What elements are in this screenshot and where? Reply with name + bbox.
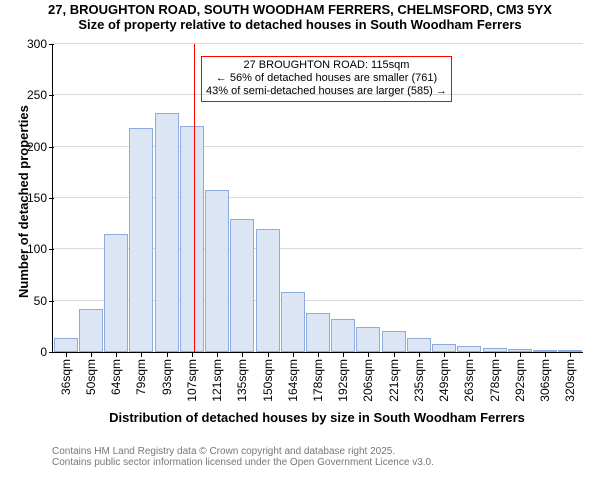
page-title-line1: 27, BROUGHTON ROAD, SOUTH WOODHAM FERRER… (0, 2, 600, 17)
x-tick: 206sqm (359, 359, 375, 402)
histogram-chart: 05010015020025030027 BROUGHTON ROAD: 115… (52, 44, 582, 424)
histogram-bar (382, 331, 406, 352)
x-tick: 121sqm (208, 359, 224, 402)
x-tick-mark (394, 352, 395, 357)
x-tick: 192sqm (334, 359, 350, 402)
x-tick-mark (242, 352, 243, 357)
x-tick: 178sqm (309, 359, 325, 402)
x-tick: 36sqm (57, 359, 73, 395)
x-tick-mark (495, 352, 496, 357)
x-tick-mark (570, 352, 571, 357)
x-tick: 150sqm (259, 359, 275, 402)
histogram-bar (180, 126, 204, 352)
annotation-box: 27 BROUGHTON ROAD: 115sqm← 56% of detach… (201, 56, 452, 102)
histogram-bar (155, 113, 179, 352)
histogram-bar (205, 190, 229, 352)
x-tick: 93sqm (158, 359, 174, 395)
y-tick: 0 (40, 345, 53, 359)
x-tick-mark (116, 352, 117, 357)
x-tick-mark (141, 352, 142, 357)
histogram-bar (104, 234, 128, 352)
x-tick-mark (419, 352, 420, 357)
x-tick: 278sqm (486, 359, 502, 402)
x-tick-mark (192, 352, 193, 357)
x-tick-mark (91, 352, 92, 357)
x-tick: 50sqm (82, 359, 98, 395)
x-tick-mark (520, 352, 521, 357)
histogram-bar (54, 338, 78, 352)
histogram-bar (407, 338, 431, 352)
histogram-bar (356, 327, 380, 352)
x-tick-mark (469, 352, 470, 357)
x-tick-mark (268, 352, 269, 357)
grid-line (53, 43, 583, 44)
x-tick: 64sqm (107, 359, 123, 395)
page-title-line2: Size of property relative to detached ho… (0, 17, 600, 32)
x-tick-mark (444, 352, 445, 357)
x-tick: 292sqm (511, 359, 527, 402)
x-tick: 263sqm (460, 359, 476, 402)
x-tick-mark (66, 352, 67, 357)
y-tick: 300 (27, 37, 53, 51)
x-tick-mark (343, 352, 344, 357)
footnote-line2: Contains public sector information licen… (52, 457, 434, 468)
x-tick: 107sqm (183, 359, 199, 402)
x-tick: 221sqm (385, 359, 401, 402)
x-tick-mark (293, 352, 294, 357)
histogram-bar (281, 292, 305, 352)
x-tick: 235sqm (410, 359, 426, 402)
histogram-bar (331, 319, 355, 352)
annotation-line: ← 56% of detached houses are smaller (76… (206, 72, 447, 85)
histogram-bar (306, 313, 330, 352)
x-tick: 164sqm (284, 359, 300, 402)
x-tick-mark (318, 352, 319, 357)
x-tick: 135sqm (233, 359, 249, 402)
histogram-bar (79, 309, 103, 352)
x-tick-mark (368, 352, 369, 357)
x-axis-label: Distribution of detached houses by size … (52, 410, 582, 425)
x-tick-mark (545, 352, 546, 357)
x-tick: 320sqm (561, 359, 577, 402)
y-tick: 250 (27, 88, 53, 102)
y-axis-label: Number of detached properties (16, 105, 31, 298)
x-tick-mark (167, 352, 168, 357)
x-tick: 306sqm (536, 359, 552, 402)
histogram-bar (256, 229, 280, 352)
y-tick: 50 (34, 294, 53, 308)
histogram-bar (432, 344, 456, 352)
x-tick-mark (217, 352, 218, 357)
x-tick: 249sqm (435, 359, 451, 402)
annotation-line: 27 BROUGHTON ROAD: 115sqm (206, 59, 447, 72)
footnote: Contains HM Land Registry data © Crown c… (52, 446, 434, 468)
histogram-bar (230, 219, 254, 352)
plot-area: 05010015020025030027 BROUGHTON ROAD: 115… (52, 44, 583, 353)
footnote-line1: Contains HM Land Registry data © Crown c… (52, 446, 434, 457)
reference-line (194, 44, 195, 352)
histogram-bar (129, 128, 153, 352)
annotation-line: 43% of semi-detached houses are larger (… (206, 85, 447, 98)
x-tick: 79sqm (132, 359, 148, 395)
